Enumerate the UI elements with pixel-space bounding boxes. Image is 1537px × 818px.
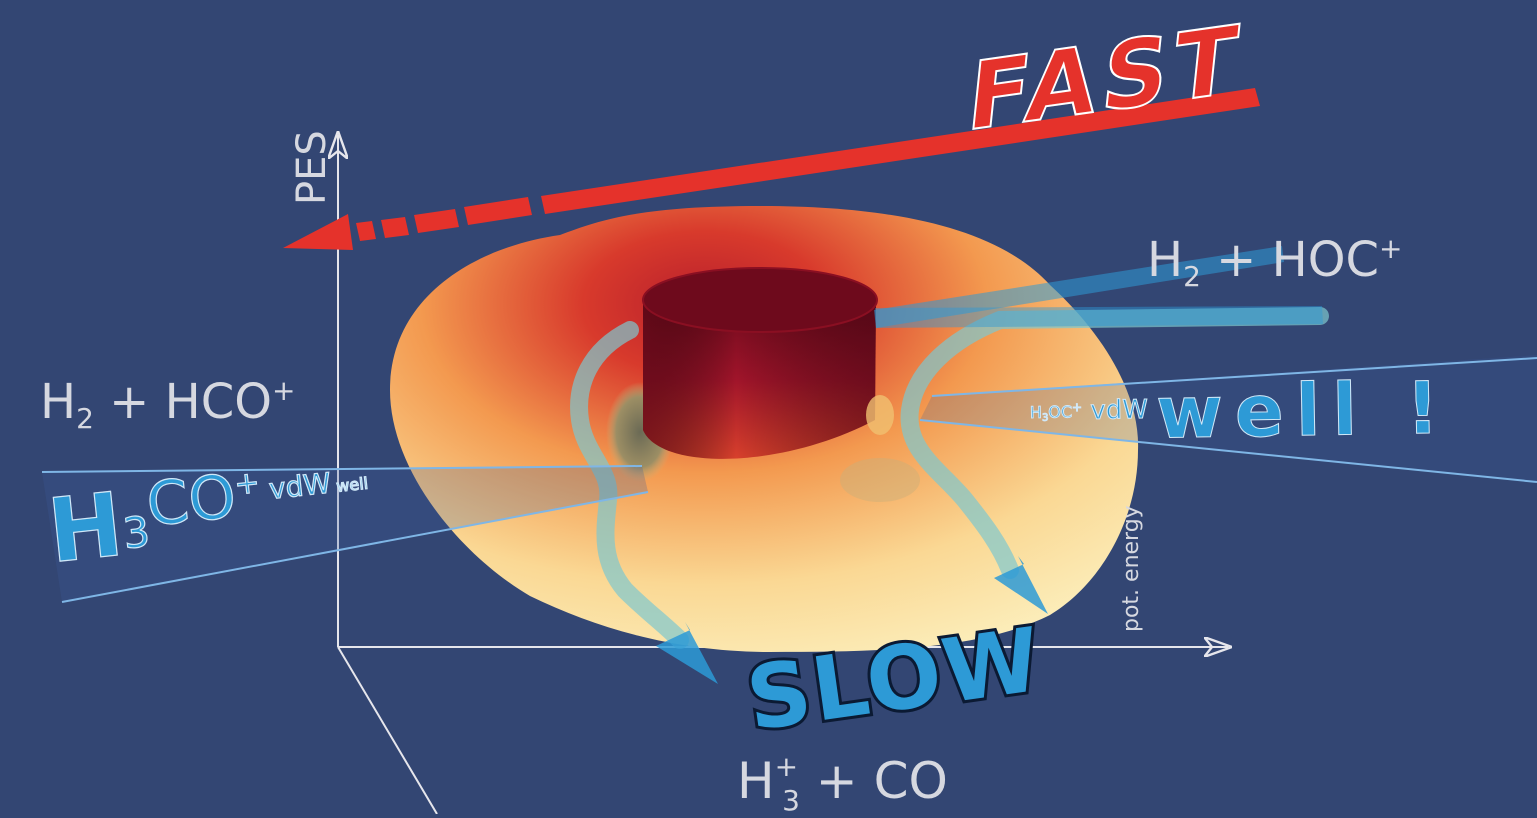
- potential-energy-surface: [390, 206, 1139, 652]
- left-well-callout: H3CO+ vdW well: [41, 447, 649, 603]
- pot-energy-label: pot. energy: [1119, 505, 1144, 632]
- right-well-callout: H3OC+ vdW well !: [919, 355, 1537, 483]
- right-well-label: H3OC+ vdW well !: [1029, 366, 1451, 457]
- fast-label: FAST: [963, 5, 1248, 154]
- left-channel-label: H2 + HCO+: [40, 374, 296, 435]
- bottom-channel-label: H+ 3 + CO: [737, 750, 948, 814]
- slow-arrows: [656, 556, 1048, 684]
- right-channel-label: H2 + HOC+: [1147, 232, 1403, 293]
- arrow-down-icon: [656, 622, 718, 684]
- y-axis-label: PES: [289, 130, 335, 205]
- surface-peak-top: [643, 268, 877, 332]
- hoc-ribbon: [874, 246, 1284, 328]
- left-well-label: H3CO+ vdW well: [43, 447, 374, 583]
- right-vdw-well: [866, 395, 894, 435]
- z-axis-line: [337, 646, 438, 815]
- right-path: [900, 307, 1329, 579]
- arrow-left-icon: [541, 88, 1260, 214]
- arrow-down-icon: [994, 556, 1048, 614]
